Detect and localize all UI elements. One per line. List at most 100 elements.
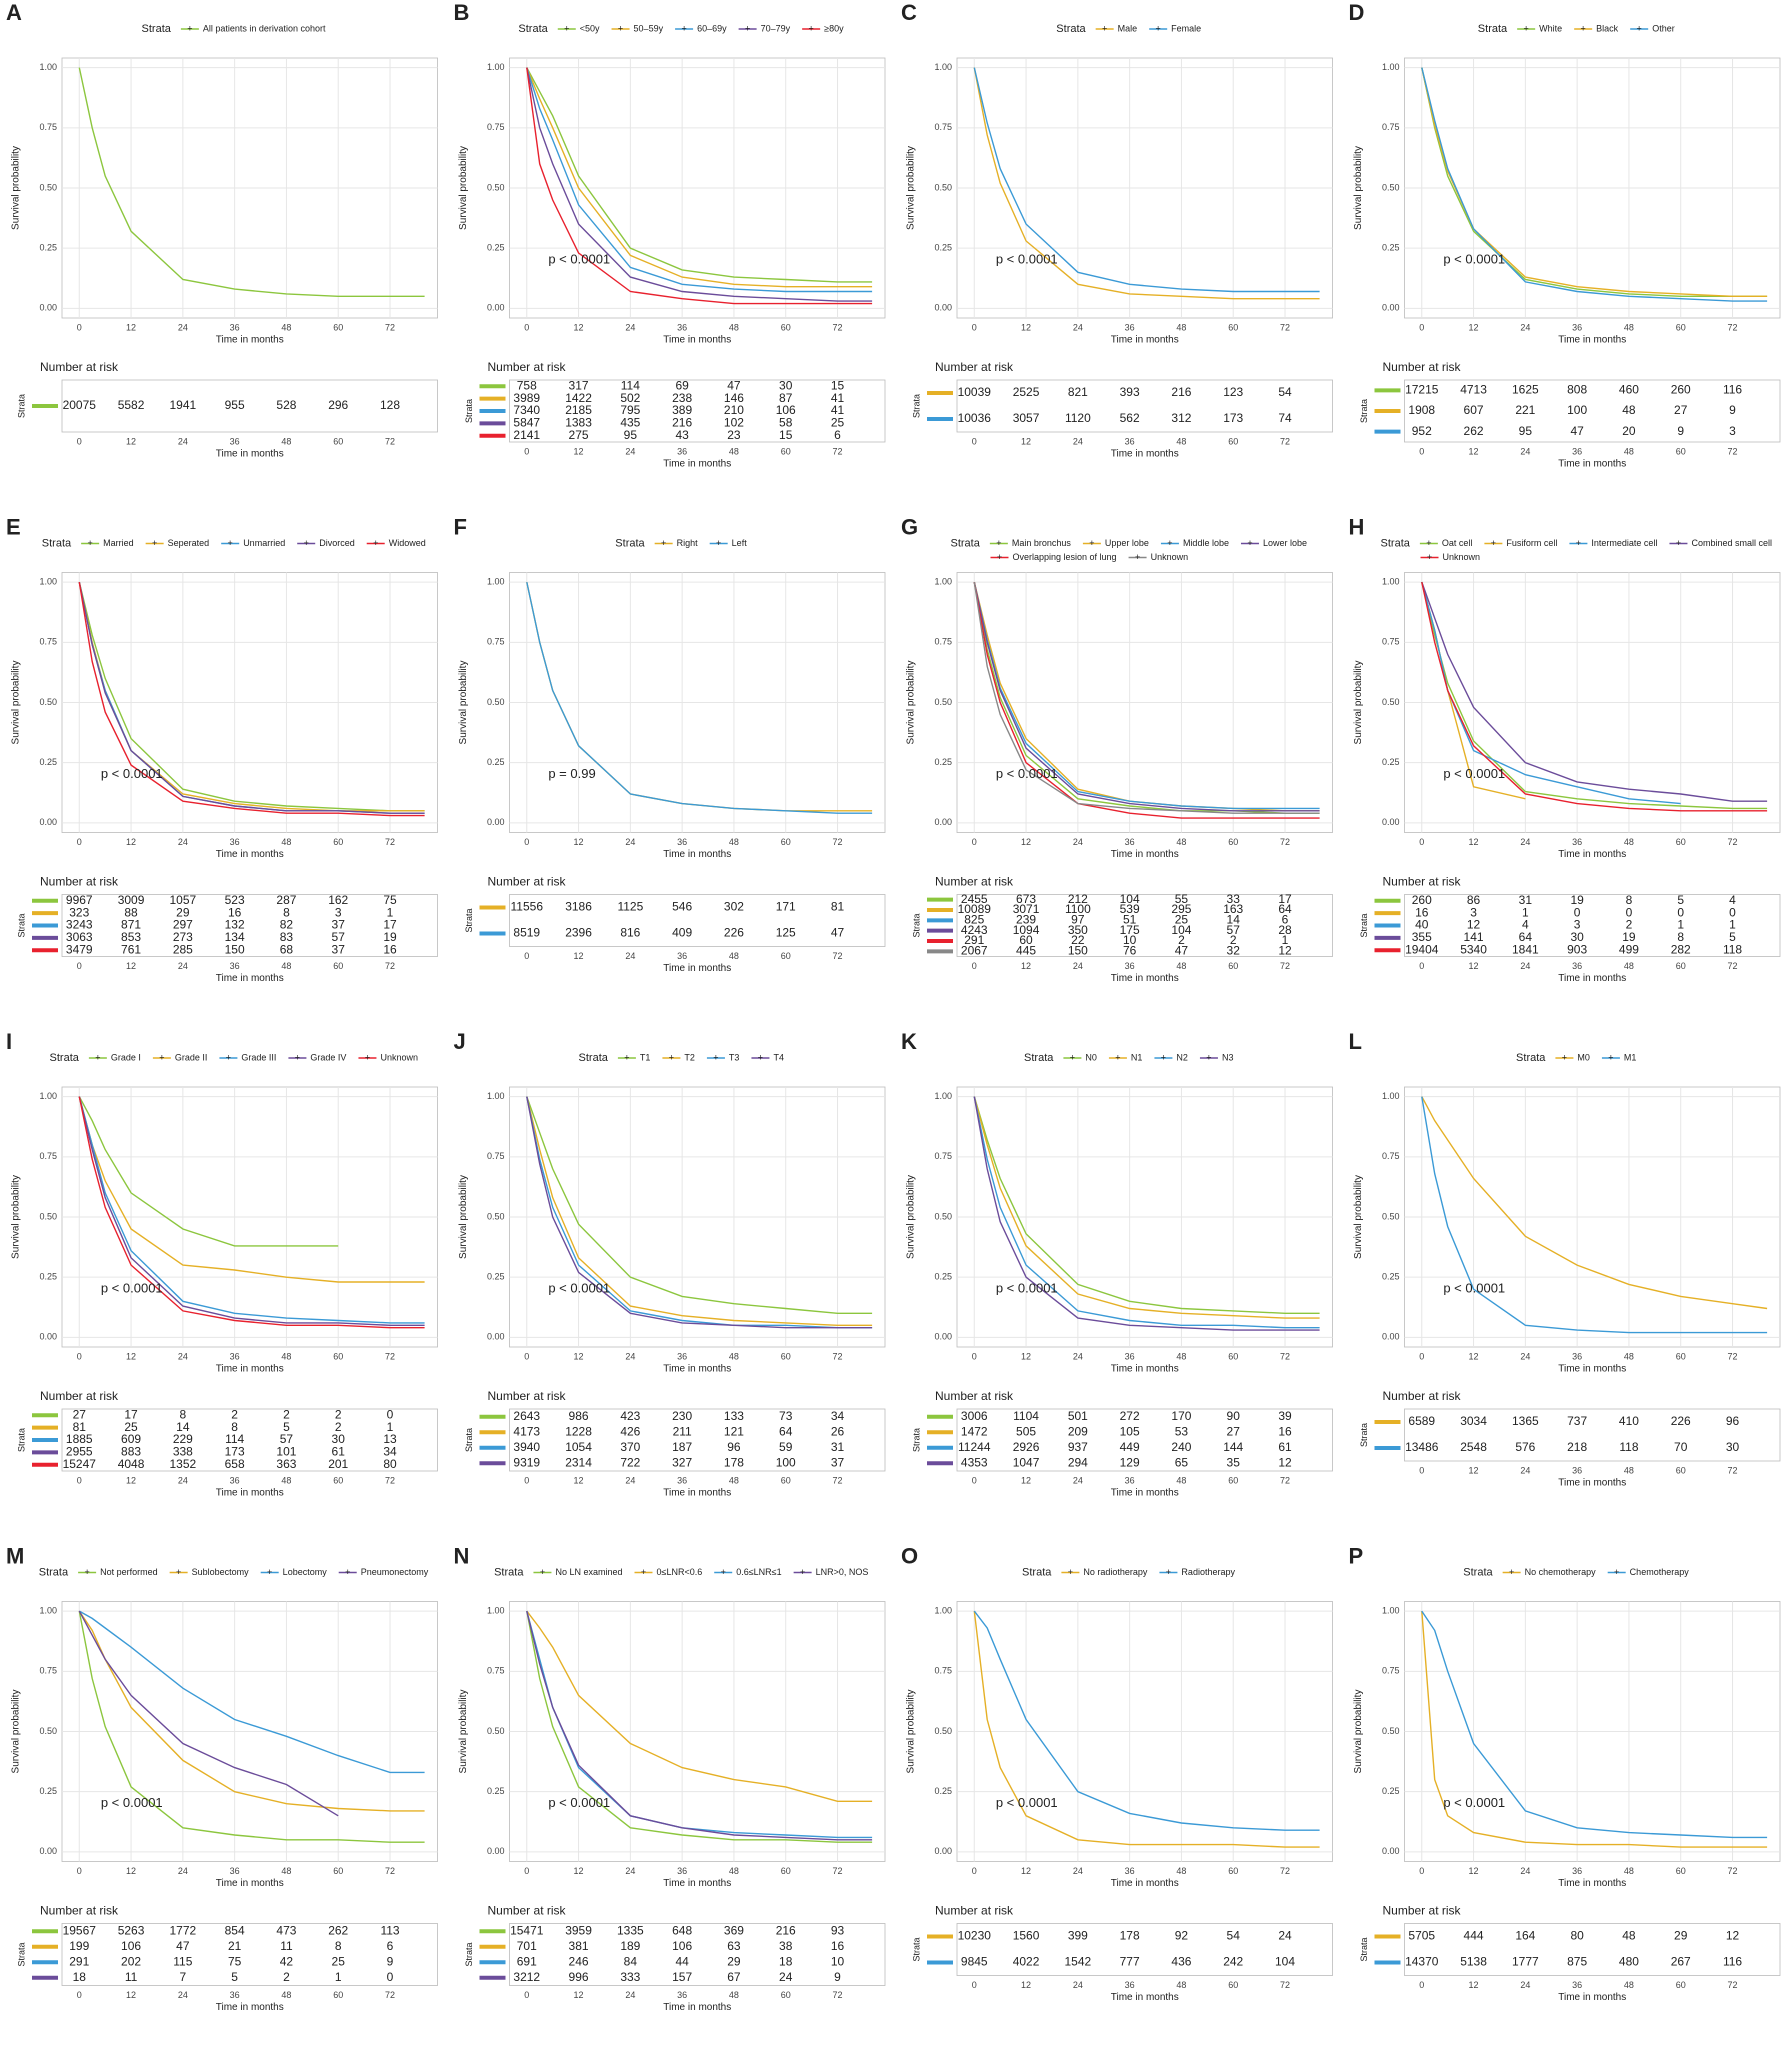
risk-number: 16 (383, 942, 397, 956)
risk-y-label: Strata (1359, 399, 1369, 423)
legend-label: 0≤LNR<0.6 (657, 1567, 703, 1577)
legend-label: Grade III (241, 1052, 276, 1062)
risk-x-tick-label: 72 (1280, 436, 1290, 446)
risk-number: 355 (1412, 930, 1432, 944)
survival-curve (973, 1096, 1320, 1331)
risk-title: Number at risk (1383, 1904, 1462, 1918)
y-tick-label: 0.75 (39, 637, 57, 647)
risk-number: 1560 (1013, 1929, 1040, 1943)
risk-number: 25 (1175, 913, 1189, 927)
risk-number: 691 (517, 1954, 537, 1968)
risk-y-label: Strata (464, 1942, 474, 1966)
risk-number: 4173 (513, 1424, 540, 1438)
y-axis-label: Survival probability (11, 1690, 22, 1774)
risk-number: 14370 (1405, 1955, 1439, 1969)
survival-curve (973, 1096, 1320, 1329)
legend-cross: + (84, 1567, 89, 1577)
risk-number: 673 (1016, 892, 1036, 906)
risk-x-label: Time in months (1111, 1488, 1179, 1499)
risk-number: 64 (779, 1424, 793, 1438)
risk-number: 1228 (565, 1424, 592, 1438)
risk-number: 16 (831, 1939, 845, 1953)
x-tick-label: 24 (625, 1866, 635, 1876)
panel: A Strata All patients in derivation cohort… (6, 0, 438, 460)
y-tick-label: 0.25 (39, 757, 57, 767)
legend: Strata Main bronchus + Upper lobe + Middle lo… (951, 537, 1308, 561)
risk-number: 226 (1671, 1414, 1691, 1428)
risk-x-tick-label: 72 (1280, 1980, 1290, 1990)
legend-cross: + (618, 23, 623, 33)
legend-label: Lobectomy (283, 1567, 328, 1577)
x-tick-label: 24 (625, 322, 635, 332)
legend-cross: + (1676, 538, 1681, 548)
x-tick-label: 36 (230, 1351, 240, 1361)
x-tick-label: 60 (1228, 322, 1238, 332)
risk-number: 25 (124, 1420, 138, 1434)
risk-x-tick-label: 60 (781, 1475, 791, 1485)
risk-number: 5340 (1460, 942, 1487, 956)
x-tick-label: 0 (524, 1866, 529, 1876)
risk-number: 3186 (565, 900, 592, 914)
legend-cross: + (1524, 23, 1529, 33)
risk-number: 2067 (961, 944, 988, 958)
risk-number: 115 (173, 1954, 192, 1968)
panel-label: M (6, 1543, 24, 1568)
legend-label: Grade IV (310, 1052, 346, 1062)
panel: P Strata No chemotherapy + Chemotherapy +0.00… (1349, 1543, 1781, 2003)
risk-x-tick-label: 0 (972, 1475, 977, 1485)
legend-title: Strata (50, 1052, 80, 1064)
risk-number: 70 (1674, 1440, 1688, 1454)
risk-table (509, 894, 886, 947)
legend-cross: + (681, 23, 686, 33)
risk-number: 27 (73, 1407, 87, 1421)
risk-x-tick-label: 60 (333, 961, 343, 971)
risk-x-tick-label: 0 (77, 436, 82, 446)
legend-cross: + (1115, 1052, 1120, 1062)
legend-cross: + (540, 1567, 545, 1577)
legend-cross: + (304, 538, 309, 548)
y-axis-label: Survival probability (906, 146, 917, 230)
risk-number: 701 (517, 1939, 537, 1953)
risk-number: 502 (620, 391, 640, 405)
risk-number: 26 (831, 1424, 845, 1438)
legend-label: Chemotherapy (1630, 1567, 1690, 1577)
panel-label: F (454, 514, 467, 539)
risk-table (956, 894, 1333, 957)
y-tick-label: 1.00 (1382, 1091, 1400, 1101)
x-tick-label: 60 (1676, 1866, 1686, 1876)
risk-number: 1 (335, 1970, 342, 1984)
risk-number: 47 (176, 1939, 190, 1953)
risk-number: 17 (1278, 892, 1292, 906)
risk-title: Number at risk (40, 875, 119, 889)
risk-number: 808 (1567, 383, 1587, 397)
risk-number: 6 (387, 1939, 394, 1953)
x-tick-label: 12 (1469, 1866, 1479, 1876)
risk-number: 1365 (1512, 1414, 1539, 1428)
legend-label: Middle lobe (1183, 538, 1229, 548)
risk-number: 821 (1068, 385, 1088, 399)
risk-number: 9845 (961, 1955, 988, 1969)
y-tick-label: 0.00 (39, 1332, 57, 1342)
risk-number: 61 (332, 1445, 346, 1459)
legend-cross: + (159, 1052, 164, 1062)
risk-number: 16 (1278, 1424, 1292, 1438)
risk-number: 105 (1120, 1424, 1140, 1438)
risk-number: 3034 (1460, 1414, 1487, 1428)
risk-x-tick-label: 48 (1176, 1980, 1186, 1990)
legend-label: Divorced (319, 538, 355, 548)
risk-number: 216 (672, 416, 692, 430)
risk-number: 69 (675, 378, 689, 392)
risk-number: 123 (1223, 385, 1243, 399)
survival-curve (526, 67, 873, 283)
p-value: p < 0.0001 (1443, 766, 1505, 781)
risk-number: 86 (1467, 893, 1481, 907)
risk-number: 106 (672, 1939, 692, 1953)
legend-label: N1 (1131, 1052, 1143, 1062)
y-tick-label: 0.00 (934, 817, 952, 827)
risk-number: 287 (276, 893, 296, 907)
risk-x-tick-label: 72 (833, 1475, 843, 1485)
y-tick-label: 0.75 (1382, 122, 1400, 132)
x-tick-label: 24 (1520, 322, 1530, 332)
p-value: p < 0.0001 (996, 1281, 1058, 1296)
risk-number: 3212 (513, 1970, 540, 1984)
